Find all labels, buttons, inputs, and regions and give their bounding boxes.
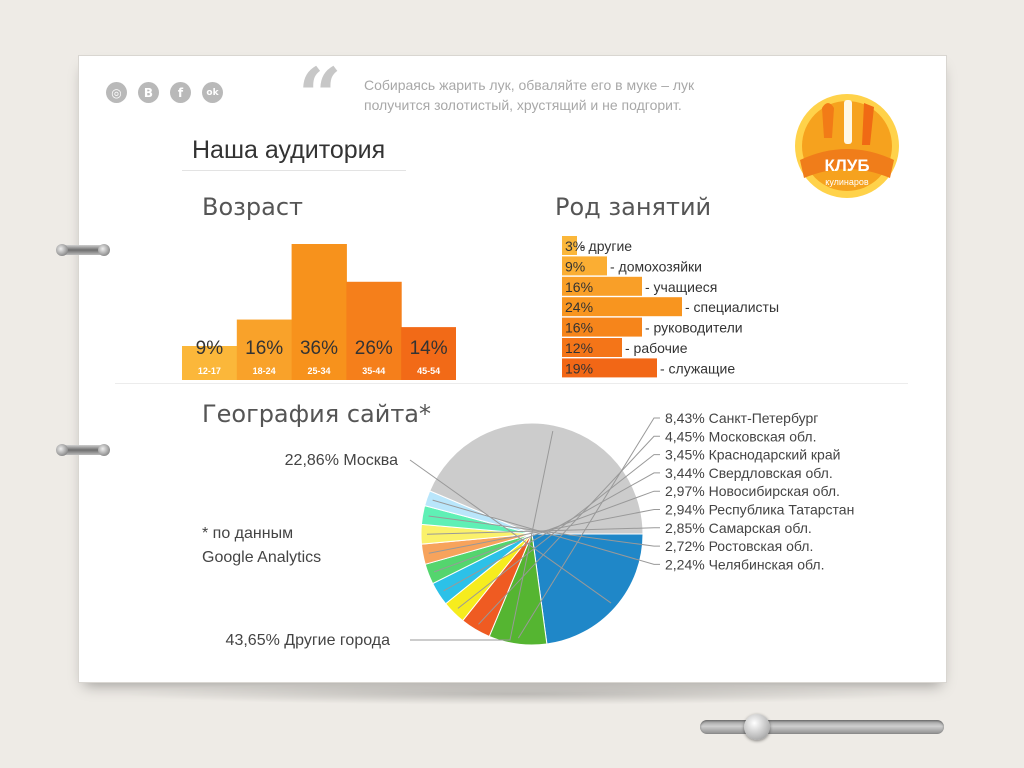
age-value-label: 14% [410,338,448,359]
pie-label: 3,45% Краснодарский край [665,447,840,463]
occupation-category-label: - другие [580,238,632,254]
occupation-category-label: - рабочие [625,340,688,356]
vk-icon[interactable]: B [138,82,159,103]
occupation-value-label: 16% [565,279,593,295]
note-line-2: Google Analytics [202,549,322,566]
age-category-label: 18-24 [253,366,276,376]
occupation-bar-chart: 3%- другие 9% - домохозяйки 16% - учащиеся 24… [562,236,779,378]
pie-leader-line [443,472,660,592]
occupation-bar [562,317,642,337]
occupation-bar [562,338,622,357]
age-value-label: 16% [245,338,283,359]
geography-pie-chart: 22,86% Москва 8,43% Санкт-Петербург 4,45% … [226,410,855,649]
occupation-category-label: - домохозяйки [610,258,702,274]
pie-leader-line [478,435,660,625]
pie-label: 2,24% Челябинская обл. [665,556,824,572]
section-divider [115,383,908,384]
occupation-section-title: Род занятий [555,193,712,221]
age-bar-35-44 [346,281,402,380]
page-title: Наша аудитория [192,136,386,164]
age-value-label: 36% [300,338,338,359]
odnoklassniki-icon[interactable]: ok [202,82,223,103]
logo-text-2: кулинаров [825,177,869,187]
logo-spoon-icon [822,103,834,138]
logo-fork-icon [844,100,852,144]
binder-ring-top [56,244,110,256]
age-bar-chart: 9% 12-17 16% 18-24 36% 25-34 26% 35-44 14% 45-54 [182,244,456,380]
age-bar-18-24 [236,319,293,380]
pie-slice [429,422,644,535]
pie-label: 4,45% Московская обл. [665,428,816,444]
occupation-category-label: - руководители [645,320,743,336]
pie-leader-line [457,454,660,609]
pie-label: 43,65% Другие города [226,632,391,649]
note-line-1: * по данным [202,525,294,542]
pie-label: 22,86% Москва [285,452,398,469]
geography-section-title: География сайта* [202,400,432,428]
pie-label: 3,44% Свердловская обл. [665,465,833,481]
age-bar-12-17 [182,346,238,380]
occupation-bar [562,256,607,276]
pie-leader-line [517,417,660,639]
occupation-value-label: 24% [565,299,593,315]
pie-leader-line [432,499,660,565]
club-logo[interactable]: КЛУБ кулинаров [792,88,902,200]
instagram-icon[interactable]: ◎ [106,82,127,103]
occupation-bar [562,236,577,255]
age-bar-25-34 [291,244,347,380]
slide-scroll-track[interactable] [700,720,944,734]
occupation-value-label: 12% [565,340,593,356]
occupation-bar [562,358,657,378]
occupation-category-label: - учащиеся [645,279,717,295]
pie-label: 2,72% Ростовская обл. [665,538,813,554]
pie-label: 8,43% Санкт-Петербург [665,410,818,426]
age-category-label: 25-34 [307,366,330,376]
cooking-tip-quote: Собираясь жарить лук, обваляйте его в му… [364,77,695,113]
occupation-value-label: 3% [565,238,585,254]
age-category-label: 45-54 [417,366,440,376]
pie-leader-line [428,515,660,547]
age-section-title: Возраст [202,193,304,221]
slide-scroll-handle[interactable] [743,714,770,740]
occupation-category-label: - специалисты [685,299,779,315]
facebook-icon[interactable]: f [170,82,191,103]
age-category-label: 12-17 [198,366,221,376]
occupation-bar [562,276,642,296]
title-underline [182,170,406,171]
occupation-category-label: - служащие [660,360,735,376]
quote-mark-icon: “ [298,51,342,140]
pie-leader-line [428,509,660,554]
social-links: ◎ B f ok [106,82,223,103]
age-value-label: 9% [196,338,224,359]
age-bar-45-54 [401,327,456,380]
pie-leader-line [433,490,660,573]
occupation-value-label: 19% [565,360,593,376]
occupation-value-label: 9% [565,258,585,274]
paper-shadow [120,683,910,705]
occupation-bar [562,297,682,317]
geography-source-note: * по данным Google Analytics [202,522,321,570]
pie-label: 2,85% Самарская обл. [665,520,812,536]
pie-leader-line [426,527,660,535]
pie-label: 2,97% Новосибирская обл. [665,483,840,499]
pie-slice [531,533,644,645]
pie-leader-line [410,430,554,641]
occupation-value-label: 16% [565,320,593,336]
pie-label: 2,94% Республика Татарстан [665,502,854,518]
binder-ring-bottom [56,444,110,456]
age-category-label: 35-44 [362,366,385,376]
age-value-label: 26% [355,338,393,359]
logo-text-1: КЛУБ [824,156,869,175]
logo-knife-icon [862,103,874,145]
logo-ribbon [800,149,894,178]
